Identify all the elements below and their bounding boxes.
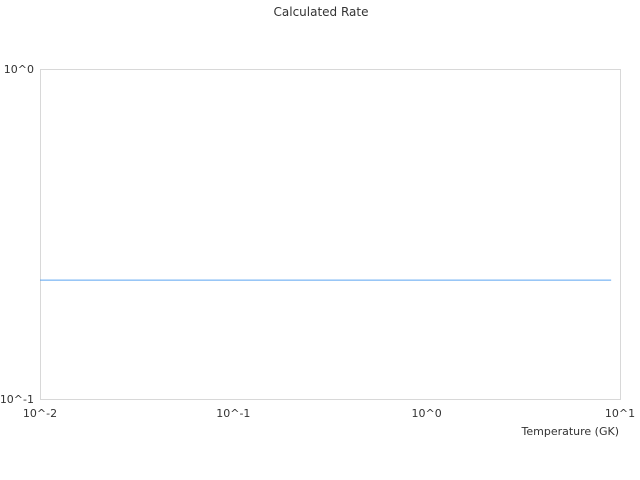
y-axis-ticks: 10^-1 10^0 [0, 63, 34, 406]
x-axis-label: Temperature (GK) [521, 425, 620, 438]
x-tick-label: 10^-1 [216, 407, 250, 420]
plot-area [40, 69, 621, 400]
x-tick-label: 10^0 [412, 407, 442, 420]
y-tick-label: 10^0 [4, 63, 34, 76]
chart-title: Calculated Rate [274, 5, 369, 19]
x-axis-ticks: 10^-2 10^-1 10^0 10^1 [23, 407, 635, 420]
x-tick-label: 10^-2 [23, 407, 57, 420]
x-tick-label: 10^1 [605, 407, 635, 420]
y-tick-label: 10^-1 [0, 393, 34, 406]
